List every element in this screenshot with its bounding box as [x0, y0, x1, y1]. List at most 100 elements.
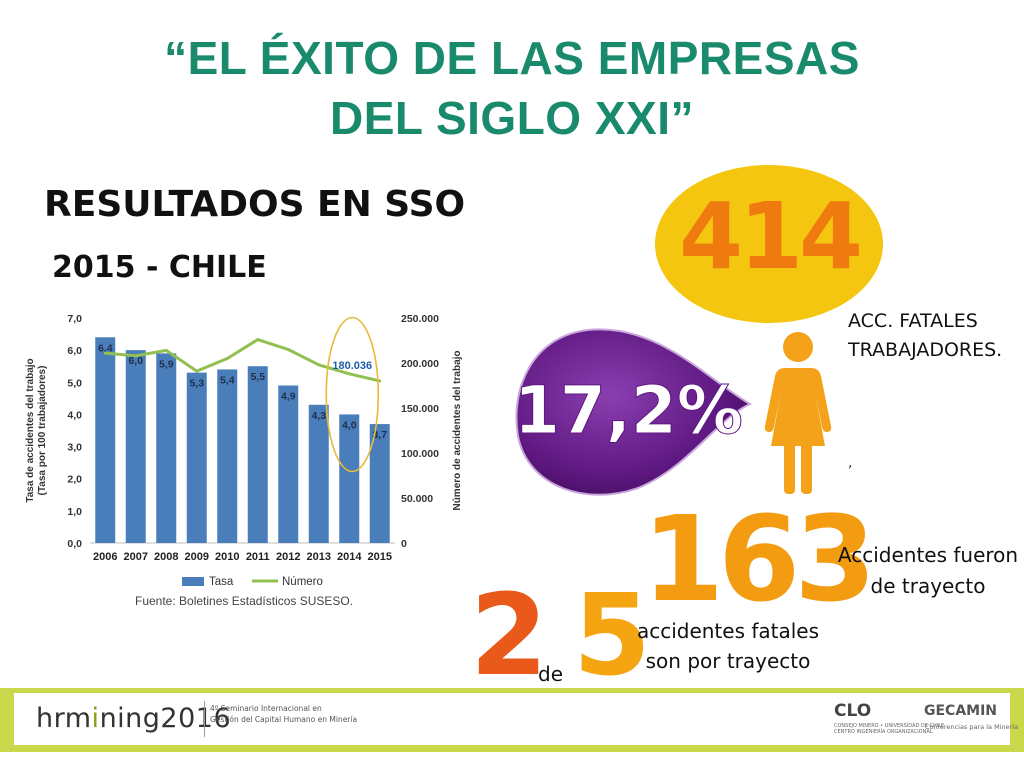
ratio-description: accidentes fatales son por trayecto	[632, 616, 824, 676]
hrmining-logo: hrmining2016	[36, 703, 231, 734]
bar-data-label: 4,3	[311, 410, 326, 422]
line-point	[378, 379, 382, 383]
x-tick-label: 2011	[246, 551, 270, 563]
x-tick-label: 2008	[154, 551, 178, 563]
line-point	[347, 372, 351, 376]
bar-data-label: 4,9	[281, 391, 296, 403]
logo-part-2: i	[91, 703, 100, 734]
bar	[217, 369, 238, 543]
y-axis-title-line-1: Tasa de accidentes del trabajo	[25, 358, 36, 502]
y-tick-label: 0,0	[67, 538, 82, 550]
bar	[339, 414, 360, 543]
clo-sub-line-2: CENTRO INGENIERÍA ORGANIZACIONAL	[834, 729, 933, 735]
bar	[247, 366, 268, 543]
bar	[125, 350, 146, 543]
y-tick-label: 2,0	[67, 474, 82, 486]
ratio-desc-line-2: son por trayecto	[645, 649, 811, 673]
x-tick-label: 2013	[307, 551, 331, 563]
bar	[95, 337, 116, 543]
commuting-label-line-1: Accidentes fueron	[837, 543, 1019, 567]
line-point	[317, 363, 321, 367]
footer-inner: hrmining2016 4º Seminario Internacional …	[14, 693, 1018, 745]
y2-tick-label: 150.000	[401, 403, 439, 415]
seminar-line-2: Gestión del Capital Humano en Minería	[210, 715, 358, 724]
section-subheading: 2015 - CHILE	[52, 250, 267, 285]
line-point	[103, 351, 107, 355]
accident-rate-chart: 0,0 1,0 2,0 3,0 4,0 5,0 6,0 7,0 0 50.000 100.000 15…	[25, 313, 463, 608]
ratio-numerator: 2	[470, 571, 548, 701]
ratio-de-text: de	[538, 662, 563, 686]
y2-tick-label: 200.000	[401, 358, 439, 370]
bar	[156, 353, 177, 543]
bar-data-label: 3,7	[372, 429, 387, 441]
ratio-denominator: 5	[573, 571, 651, 701]
x-tick-label: 2012	[276, 551, 300, 563]
line-point	[164, 348, 168, 352]
bar	[186, 372, 207, 543]
commuting-count-number: 163	[642, 490, 876, 628]
y2-tick-label: 50.000	[401, 493, 433, 505]
slide-title: “EL ÉXITO DE LAS EMPRESAS DEL SIGLO XXI”	[0, 28, 1024, 148]
y2-tick-label: 100.000	[401, 448, 439, 460]
line-point	[256, 338, 260, 342]
line-point	[225, 357, 229, 360]
y-tick-label: 1,0	[67, 506, 82, 518]
y-tick-label: 7,0	[67, 313, 82, 325]
commuting-label-line-2: de trayecto	[870, 574, 986, 598]
legend-swatch-tasa	[182, 577, 204, 586]
gecamin-subtitle: Conferencias para la Minería	[925, 723, 1019, 731]
fatal-count-number: 414	[678, 183, 863, 290]
line-point	[286, 348, 290, 351]
x-tick-label: 2010	[215, 551, 239, 563]
logo-divider	[204, 701, 205, 737]
bar-data-label: 5,5	[250, 371, 265, 383]
bar-data-label: 4,0	[342, 419, 357, 431]
y2-tick-label: 250.000	[401, 313, 439, 325]
y-tick-label: 6,0	[67, 345, 82, 357]
seminar-description: 4º Seminario Internacional en Gestión de…	[210, 703, 357, 725]
fatal-workers-label: ACC. FATALES TRABAJADORES.	[848, 307, 1002, 365]
x-tick-label: 2014	[337, 551, 362, 563]
clo-logo: CLO	[834, 701, 872, 721]
y-axis-title-line-2: (Tasa por 100 trabajadores)	[37, 366, 48, 496]
highlight-ellipse	[325, 316, 380, 473]
logo-part-1: hrm	[36, 703, 92, 734]
y2-axis-title: Número de accidentes del trabajo	[452, 350, 463, 510]
clo-subtitle: CONSEJO MINERO • UNIVERSIDAD DE CHILE CE…	[834, 723, 944, 735]
title-line-2: DEL SIGLO XXI”	[330, 92, 694, 144]
female-worker-icon	[764, 332, 832, 494]
y-tick-label: 3,0	[67, 442, 82, 454]
chart-annotation: 180.036	[332, 360, 372, 372]
chart-source: Fuente: Boletines Estadísticos SUSESO.	[135, 594, 353, 608]
stray-mark: ,	[848, 455, 853, 471]
y2-tick-label: 0	[401, 538, 407, 550]
percentage-text: 17,2%	[514, 372, 743, 449]
title-line-1: “EL ÉXITO DE LAS EMPRESAS	[164, 32, 860, 84]
commuting-accidents-label: Accidentes fueron de trayecto	[832, 540, 1024, 602]
seminar-line-1: 4º Seminario Internacional en	[210, 704, 322, 713]
bar	[278, 385, 299, 543]
bar-data-label: 6,0	[128, 355, 143, 367]
x-tick-label: 2009	[185, 551, 209, 563]
y-tick-label: 5,0	[67, 377, 82, 389]
bar-data-label: 5,4	[220, 374, 235, 386]
fatal-count-oval: 414	[655, 165, 883, 323]
bar-data-label: 5,9	[159, 358, 174, 370]
bar	[369, 424, 390, 543]
clo-sub-line-1: CONSEJO MINERO • UNIVERSIDAD DE CHILE	[834, 723, 945, 729]
line-series-numero	[105, 338, 381, 383]
x-tick-label: 2007	[124, 551, 148, 563]
bar	[308, 404, 329, 543]
x-tick-label: 2006	[93, 551, 117, 563]
logo-part-3: ning2016	[99, 703, 232, 734]
section-heading: RESULTADOS EN SSO	[44, 184, 466, 225]
y-tick-label: 4,0	[67, 409, 82, 421]
line-point	[134, 354, 138, 358]
legend-label-numero: Número	[282, 576, 323, 588]
fatal-label-line-1: ACC. FATALES	[848, 310, 978, 332]
fatal-label-line-2: TRABAJADORES.	[848, 339, 1003, 361]
footer-banner: hrmining2016 4º Seminario Internacional …	[0, 688, 1024, 752]
bar-data-label: 5,3	[189, 378, 204, 390]
percentage-drop-shape: 17,2%	[514, 328, 753, 496]
bar-data-label: 6,4	[98, 342, 113, 354]
